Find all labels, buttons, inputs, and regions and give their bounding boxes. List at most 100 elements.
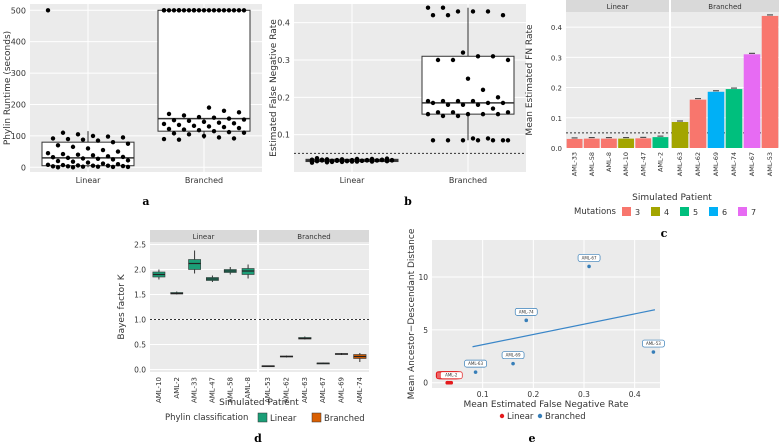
point-label-box	[464, 359, 487, 368]
data-point	[110, 157, 116, 162]
data-point	[85, 160, 91, 165]
data-point	[490, 54, 496, 59]
data-point	[445, 13, 451, 18]
data-point	[470, 98, 476, 104]
tick-label-x: 0.2	[527, 390, 539, 399]
legend-label: Linear	[507, 412, 534, 422]
legend-swatch	[257, 412, 268, 423]
data-point	[75, 132, 81, 137]
data-point	[314, 155, 320, 161]
legend-title: Mutations	[574, 207, 617, 217]
tick-label-x: AML-33	[191, 377, 199, 403]
point-label-box	[642, 339, 665, 348]
data-point	[171, 131, 177, 136]
panel-label-a: a	[142, 195, 149, 208]
data-point	[201, 119, 207, 124]
data-point	[166, 111, 172, 117]
tick-label-x: Branched	[449, 176, 487, 185]
legend-label: 3	[635, 208, 640, 217]
tick-label-y: 0.2	[277, 93, 290, 102]
data-point	[470, 9, 476, 14]
data-point	[80, 164, 86, 169]
data-point	[369, 157, 375, 162]
data-point	[241, 8, 247, 13]
data-point	[231, 136, 237, 141]
data-point	[45, 8, 51, 13]
data-point	[389, 157, 395, 163]
data-point	[226, 8, 232, 13]
tick-label-y: 1.5	[134, 291, 146, 300]
tick-label-y: 400	[11, 38, 26, 47]
facet-strip	[566, 0, 669, 12]
point-label-box	[577, 254, 601, 262]
data-point	[587, 264, 591, 269]
data-point	[241, 130, 247, 135]
data-point	[70, 165, 76, 170]
point-label: AML-63	[468, 361, 483, 366]
data-point	[221, 124, 227, 130]
data-point	[236, 110, 242, 115]
data-point	[495, 95, 501, 100]
data-point	[90, 163, 96, 168]
data-point	[120, 135, 126, 140]
data-point	[100, 161, 106, 166]
bar	[618, 138, 634, 148]
data-point	[450, 57, 456, 63]
tick-label-y: 0.5	[134, 341, 146, 350]
data-point	[90, 153, 96, 158]
data-point	[206, 124, 212, 129]
tick-label-y: 2.0	[134, 266, 146, 275]
data-point	[50, 155, 56, 160]
data-point	[70, 144, 76, 150]
box	[421, 55, 515, 115]
facet-strip-label: Branched	[297, 233, 330, 241]
data-point	[379, 157, 385, 163]
data-point	[65, 164, 71, 169]
facet-strip-label: Branched	[708, 3, 741, 11]
data-point	[359, 158, 365, 163]
bar	[635, 138, 652, 148]
legend-swatch	[537, 413, 543, 419]
tick-label-x: 0.4	[629, 390, 641, 399]
tick-label-y: 300	[11, 69, 26, 78]
data-point	[505, 138, 511, 143]
tick-label-x: Linear	[76, 176, 102, 185]
data-point	[231, 121, 237, 126]
tick-label-x: AML-33	[571, 152, 579, 176]
data-point	[125, 164, 131, 170]
axis-title-x: Mean Estimated False Negative Rate	[463, 400, 629, 410]
data-point	[349, 159, 355, 164]
data-point	[344, 158, 350, 164]
data-point	[465, 111, 471, 117]
data-point	[480, 87, 486, 93]
trend-line	[472, 309, 656, 348]
data-point	[500, 138, 506, 143]
data-point	[354, 157, 360, 162]
data-point	[191, 8, 197, 13]
point-label-box	[439, 371, 463, 380]
data-point	[166, 8, 172, 13]
data-point	[45, 162, 51, 167]
data-point	[60, 151, 66, 157]
data-point	[186, 118, 192, 124]
data-point	[473, 370, 478, 374]
point-label-box	[501, 351, 525, 360]
data-point	[60, 162, 66, 168]
tick-label-x: Branched	[185, 176, 223, 185]
bar	[652, 137, 669, 148]
box	[188, 259, 201, 270]
axis-title-y: Mean Ancestor−Descendant Distance	[407, 228, 417, 399]
data-point	[450, 110, 456, 115]
tick-label-x: AML-58	[226, 377, 234, 403]
tick-label-x: AML-47	[208, 377, 216, 403]
data-point	[125, 141, 131, 146]
data-point	[505, 110, 511, 115]
data-point	[95, 156, 101, 162]
data-point	[475, 54, 481, 59]
bar	[601, 138, 617, 148]
panel-label-e: e	[529, 432, 536, 445]
tick-label-x: AML-67	[319, 377, 327, 403]
panel-d-facet-background	[150, 242, 257, 372]
data-point	[125, 158, 131, 163]
data-point	[115, 149, 121, 154]
